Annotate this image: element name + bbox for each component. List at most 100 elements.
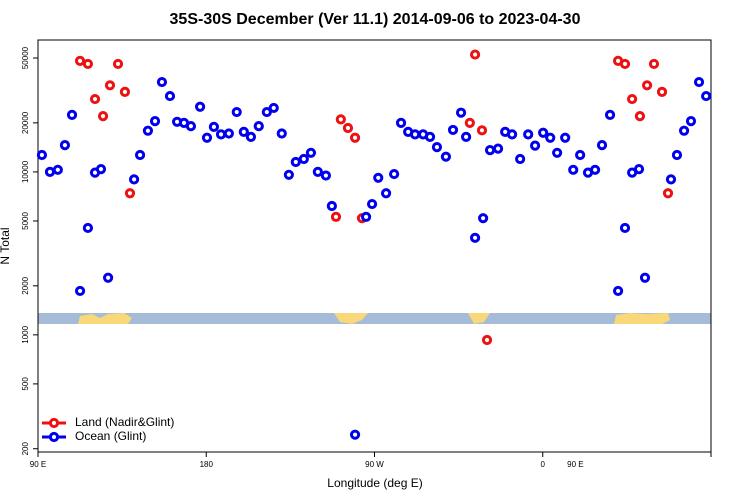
point [124, 188, 136, 199]
point [389, 168, 400, 180]
x-axis-label: Longitude (deg E) [327, 476, 422, 490]
point [575, 149, 586, 161]
legend-label: Ocean (Glint) [75, 429, 146, 443]
point [409, 129, 421, 140]
point [461, 131, 472, 143]
point [305, 147, 317, 158]
point [103, 272, 114, 283]
y-tick-label: 1000 [21, 325, 30, 343]
point [283, 169, 294, 180]
x-tick-label: 90 E [30, 460, 46, 469]
point [447, 124, 459, 136]
point [261, 106, 272, 118]
land-shape [468, 313, 490, 324]
point [560, 132, 571, 143]
point [290, 156, 301, 168]
point [36, 149, 48, 161]
point [481, 334, 493, 346]
point [634, 111, 646, 122]
point [59, 140, 71, 151]
point [66, 109, 78, 120]
point [693, 76, 705, 88]
point [701, 90, 712, 102]
point [74, 285, 86, 297]
point [104, 80, 116, 91]
point [506, 129, 518, 140]
y-tick-label: 2000 [21, 276, 30, 294]
point [568, 164, 579, 175]
plot-frame [37, 39, 712, 453]
land-shape [334, 313, 368, 324]
y-tick-label: 20000 [21, 111, 30, 134]
legend-marker [48, 431, 60, 443]
point [662, 188, 674, 199]
point [633, 164, 645, 175]
y-tick-label: 10000 [21, 160, 30, 183]
point [360, 211, 372, 222]
point [366, 198, 378, 210]
point [156, 76, 168, 88]
point [164, 90, 176, 102]
point [552, 147, 563, 158]
point [469, 232, 481, 243]
point [523, 129, 534, 140]
point [455, 107, 467, 118]
land-shape [78, 313, 132, 324]
point [656, 86, 668, 97]
point [671, 149, 683, 161]
point [194, 101, 206, 112]
point [74, 55, 86, 67]
legend-marker [48, 417, 60, 429]
y-axis-label: N Total [0, 227, 12, 264]
x-tick-label: 180 [200, 460, 214, 469]
point [424, 131, 436, 143]
point [312, 166, 323, 178]
point [52, 164, 63, 175]
point [529, 140, 541, 151]
chart-title: 35S-30S December (Ver 11.1) 2014-09-06 t… [170, 11, 581, 28]
point [44, 166, 56, 178]
point [268, 102, 279, 114]
point [484, 145, 496, 156]
land-shape [614, 313, 670, 324]
point [678, 125, 690, 136]
x-tick-label: 90 E [567, 460, 583, 469]
point [119, 86, 131, 97]
point [298, 153, 309, 165]
point [395, 117, 407, 128]
point [208, 121, 220, 132]
point [380, 188, 392, 199]
point [589, 164, 601, 175]
point [469, 49, 481, 60]
point [320, 170, 331, 181]
point [627, 93, 638, 105]
point [349, 132, 361, 143]
point [639, 272, 651, 283]
point [97, 111, 109, 122]
point [492, 143, 504, 154]
x-tick-label: 0 [541, 460, 546, 469]
point [326, 200, 337, 212]
point [478, 213, 489, 224]
legend-label: Land (Nadir&Glint) [75, 415, 174, 429]
point [215, 129, 227, 140]
y-tick-label: 50000 [21, 46, 30, 69]
point [373, 172, 384, 183]
point [142, 125, 154, 136]
point [545, 132, 556, 143]
point [238, 126, 249, 138]
point [201, 132, 213, 143]
ocean-band [38, 313, 711, 324]
y-tick-label: 5000 [21, 212, 30, 230]
point [231, 106, 242, 118]
point [349, 429, 361, 440]
point [515, 153, 526, 165]
point [253, 121, 264, 132]
point [342, 122, 354, 134]
point [335, 114, 346, 125]
map-band [38, 313, 711, 324]
point [82, 222, 94, 234]
point [685, 116, 697, 127]
